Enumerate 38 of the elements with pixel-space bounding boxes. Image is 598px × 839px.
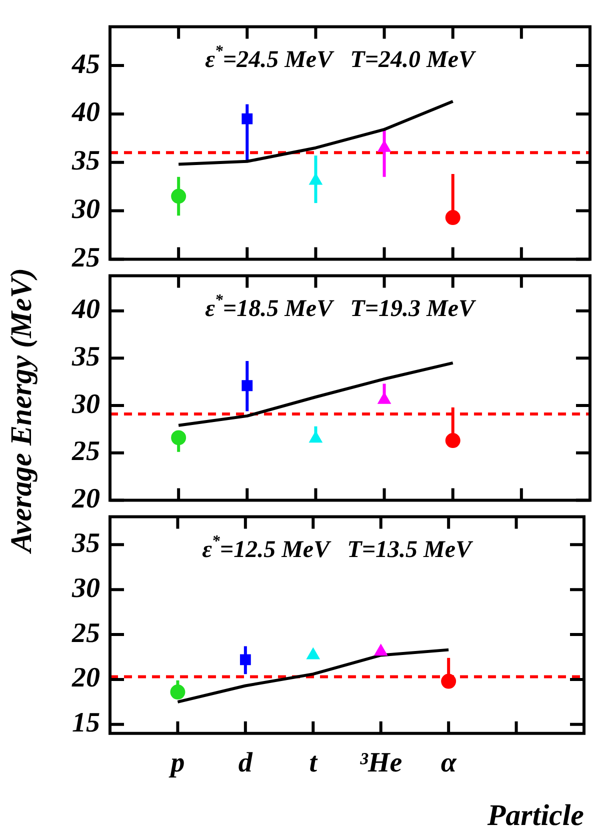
- y-tick-label: 20: [71, 662, 100, 694]
- point: [171, 430, 186, 446]
- point: [374, 644, 388, 656]
- y-tick-label: 35: [71, 146, 100, 177]
- y-axis-title: Average Energy (MeV): [5, 268, 39, 552]
- point: [171, 188, 186, 204]
- y-tick-label: 40: [71, 97, 100, 128]
- y-tick-label: 40: [71, 294, 100, 326]
- y-tick-label: 35: [71, 341, 100, 372]
- x-tick-label: t: [309, 747, 318, 778]
- x-tick-label: p: [168, 747, 185, 778]
- point: [378, 140, 391, 152]
- y-tick-label: 45: [71, 48, 100, 80]
- point: [242, 113, 253, 124]
- x-tick-label: ³He: [360, 747, 402, 778]
- y-tick-label: 35: [71, 528, 100, 559]
- annotation: ε*=24.5 MeV T=24.0 MeV: [205, 43, 476, 73]
- y-tick-label: 25: [71, 242, 100, 274]
- x-tick-label: α: [440, 747, 457, 778]
- annotation: ε*=18.5 MeV T=19.3 MeV: [205, 292, 476, 322]
- y-tick-label: 25: [71, 436, 100, 468]
- point: [240, 654, 251, 666]
- x-axis-title: Particle: [486, 798, 584, 832]
- point: [441, 674, 456, 689]
- annotation: ε*=12.5 MeV T=13.5 MeV: [202, 533, 474, 563]
- point: [309, 173, 322, 185]
- y-tick-label: 30: [71, 388, 100, 420]
- point: [170, 684, 186, 700]
- x-tick-label: d: [238, 747, 254, 778]
- point: [445, 433, 460, 448]
- point: [445, 210, 460, 226]
- point: [306, 648, 320, 660]
- y-tick-label: 20: [71, 483, 100, 514]
- y-tick-label: 25: [71, 618, 100, 649]
- y-tick-label: 15: [72, 708, 100, 739]
- point: [242, 380, 253, 392]
- y-tick-label: 30: [71, 194, 100, 226]
- y-tick-label: 30: [71, 572, 100, 604]
